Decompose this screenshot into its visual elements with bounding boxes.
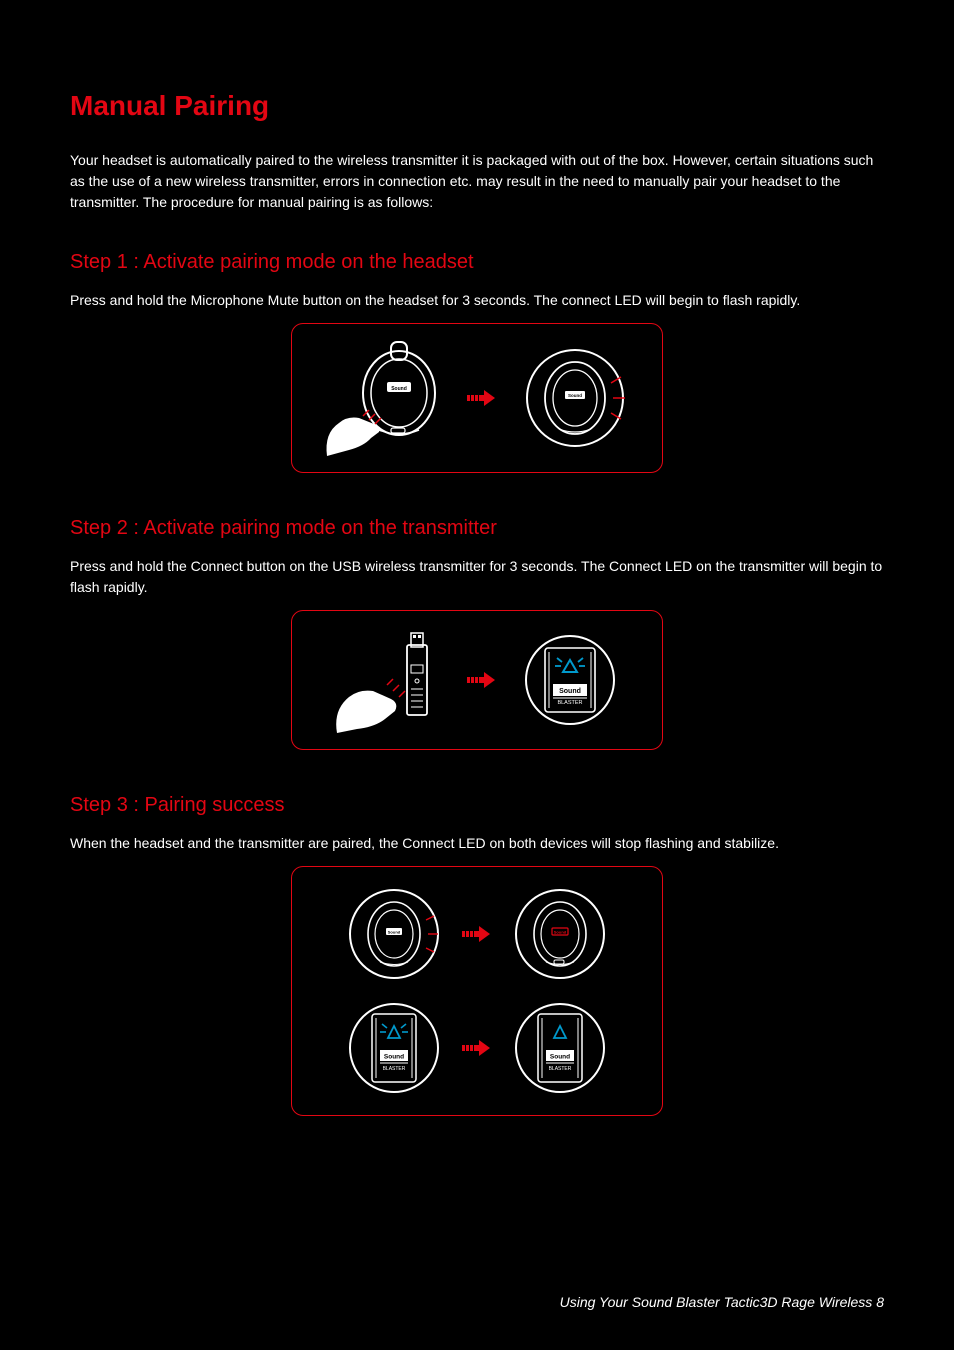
- step3-row2: Sound BLASTER Sound BLASTER: [344, 998, 610, 1098]
- step3-heading: Step 3 : Pairing success: [70, 794, 884, 817]
- svg-text:BLASTER: BLASTER: [383, 1066, 406, 1072]
- step3-diagram: Sound Sound: [291, 866, 663, 1116]
- arrow-right-icon: [467, 388, 497, 408]
- step1-body: Press and hold the Microphone Mute butto…: [70, 290, 884, 311]
- arrow-right-icon: [462, 924, 492, 944]
- hand-press-earcup-icon: Sound: [319, 338, 449, 458]
- step1-heading: Step 1 : Activate pairing mode on the he…: [70, 251, 884, 274]
- page-title: Manual Pairing: [70, 90, 884, 122]
- footer-page-number: 8: [876, 1294, 884, 1310]
- arrow-right-icon: [462, 1038, 492, 1058]
- page-footer: Using Your Sound Blaster Tactic3D Rage W…: [560, 1294, 884, 1310]
- svg-text:Sound: Sound: [388, 930, 401, 935]
- svg-text:Sound: Sound: [391, 386, 407, 392]
- earcup-flash-icon: Sound: [344, 884, 444, 984]
- logo-bottom: BLASTER: [557, 700, 582, 706]
- svg-text:Sound: Sound: [554, 930, 567, 935]
- dongle-solid-icon: Sound BLASTER: [510, 998, 610, 1098]
- logo-top: Sound: [559, 688, 581, 695]
- svg-text:Sound: Sound: [550, 1054, 570, 1061]
- step3-row1: Sound Sound: [344, 884, 610, 984]
- dongle-flash-icon: Sound BLASTER: [344, 998, 444, 1098]
- intro-text: Your headset is automatically paired to …: [70, 150, 884, 213]
- svg-text:Sound: Sound: [384, 1054, 404, 1061]
- step2-heading: Step 2 : Activate pairing mode on the tr…: [70, 517, 884, 540]
- svg-text:BLASTER: BLASTER: [549, 1066, 572, 1072]
- step3-body: When the headset and the transmitter are…: [70, 833, 884, 854]
- hand-press-dongle-icon: [329, 625, 449, 735]
- step1-diagram: Sound Sound: [291, 323, 663, 473]
- step2-body: Press and hold the Connect button on the…: [70, 556, 884, 598]
- step2-diagram: Sound BLASTER: [291, 610, 663, 750]
- dongle-led-callout-icon: Sound BLASTER: [515, 630, 625, 730]
- svg-text:Sound: Sound: [568, 393, 582, 398]
- footer-text: Using Your Sound Blaster Tactic3D Rage W…: [560, 1294, 873, 1310]
- arrow-right-icon: [467, 670, 497, 690]
- earcup-led-callout-icon: Sound: [515, 343, 635, 453]
- earcup-solid-icon: Sound: [510, 884, 610, 984]
